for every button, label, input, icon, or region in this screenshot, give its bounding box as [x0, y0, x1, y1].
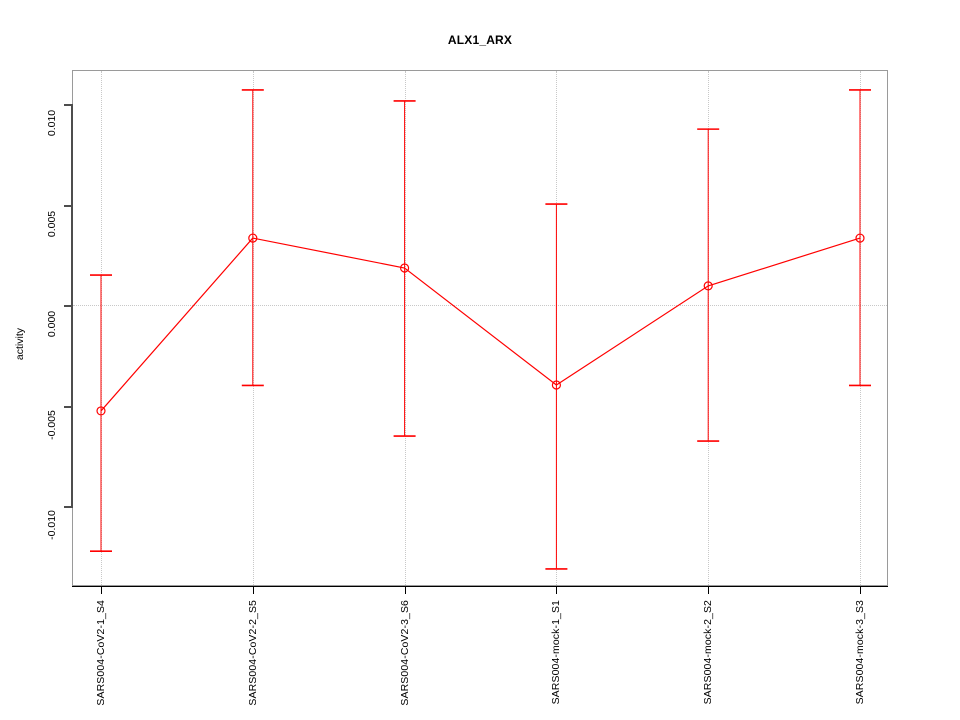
y-tick-mark: [64, 405, 72, 408]
y-axis-line: [71, 104, 73, 508]
y-tick-label: 0.000: [46, 310, 58, 338]
x-tick-label: SARS004-CoV2-2_S5: [246, 600, 259, 706]
gridline-vertical: [708, 71, 710, 585]
y-tick-mark: [64, 104, 72, 106]
x-tick-label: SARS004-CoV2-1_S4: [95, 600, 107, 706]
x-tick-mark: [556, 586, 558, 594]
x-tick-label: SARS004-CoV2-3_S6: [398, 600, 411, 706]
page-title: ALX1_ARX: [447, 33, 513, 47]
y-tick-label: 0.005: [46, 210, 58, 237]
x-tick-mark: [404, 586, 406, 594]
x-tick-mark: [860, 586, 861, 594]
x-tick-label: SARS004-mock-3_S3: [854, 600, 866, 705]
x-tick-mark: [252, 586, 254, 594]
y-tick-mark: [64, 204, 72, 207]
y-axis-title: activity: [14, 328, 26, 361]
x-tick-mark: [101, 586, 102, 594]
gridline-vertical: [252, 71, 254, 585]
gridline-zero: [73, 305, 887, 306]
gridline-vertical: [860, 71, 861, 585]
gridline-vertical: [556, 71, 558, 585]
plot-area: [72, 70, 888, 586]
x-axis-line: [72, 586, 888, 587]
y-tick-mark: [64, 506, 72, 508]
y-tick-label: 0.010: [46, 109, 58, 137]
y-tick-label: -0.010: [46, 510, 58, 540]
gridline-vertical: [404, 71, 406, 585]
x-tick-mark: [708, 586, 710, 594]
x-tick-label: SARS004-mock-2_S2: [702, 600, 715, 705]
x-tick-label: SARS004-mock-1_S1: [550, 600, 563, 705]
gridline-vertical: [101, 71, 102, 585]
y-tick-label: -0.005: [46, 409, 58, 440]
y-tick-mark: [64, 305, 72, 307]
